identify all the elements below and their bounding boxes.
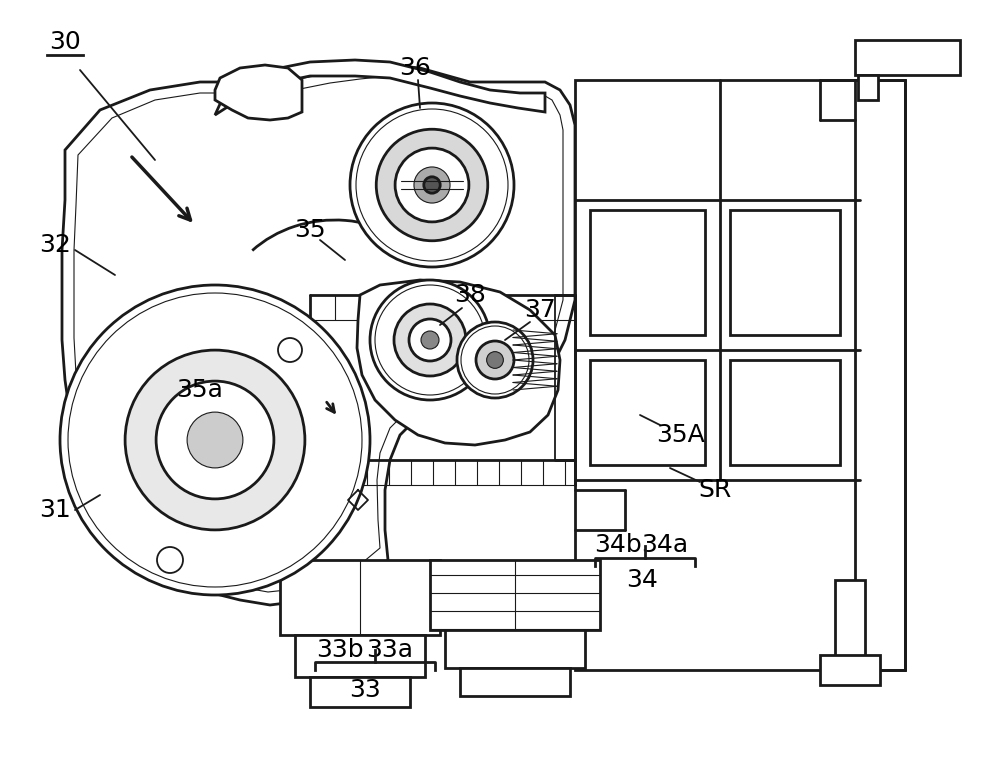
Text: 36: 36	[399, 56, 431, 80]
Circle shape	[376, 129, 488, 241]
Bar	[280, 560, 440, 635]
Text: 34b: 34b	[594, 533, 642, 557]
Circle shape	[156, 381, 274, 499]
Text: 33: 33	[349, 678, 381, 702]
Circle shape	[278, 338, 302, 362]
Circle shape	[457, 322, 533, 398]
Circle shape	[424, 177, 440, 193]
Circle shape	[125, 350, 305, 530]
Bar	[430, 560, 600, 630]
Bar	[820, 655, 880, 685]
Circle shape	[60, 285, 370, 595]
Circle shape	[421, 331, 439, 349]
Circle shape	[394, 304, 466, 376]
Text: 35A: 35A	[656, 423, 704, 447]
Circle shape	[409, 319, 451, 361]
Polygon shape	[215, 60, 545, 115]
Bar	[460, 668, 570, 696]
Text: 32: 32	[39, 233, 71, 257]
Bar	[835, 580, 865, 660]
Text: 34a: 34a	[641, 533, 689, 557]
Text: SR: SR	[698, 478, 732, 502]
Text: 30: 30	[49, 30, 81, 54]
Bar	[445, 630, 585, 668]
Bar	[730, 210, 840, 335]
Circle shape	[476, 341, 514, 379]
Bar	[310, 677, 410, 707]
Circle shape	[157, 547, 183, 573]
Circle shape	[395, 148, 469, 222]
Text: 33b: 33b	[316, 638, 364, 662]
Bar	[858, 75, 878, 100]
Circle shape	[350, 103, 514, 267]
Circle shape	[414, 167, 450, 203]
Bar	[855, 40, 960, 75]
Bar	[590, 360, 705, 465]
Polygon shape	[62, 65, 575, 605]
Text: 35a: 35a	[177, 378, 223, 402]
Circle shape	[187, 412, 243, 468]
Text: 38: 38	[454, 283, 486, 307]
Text: 34: 34	[626, 568, 658, 592]
Polygon shape	[215, 65, 302, 120]
Bar	[295, 635, 425, 677]
Circle shape	[487, 351, 503, 368]
Circle shape	[370, 280, 490, 400]
Text: 35: 35	[294, 218, 326, 242]
Text: 37: 37	[524, 298, 556, 322]
Polygon shape	[357, 280, 560, 445]
Text: 33a: 33a	[366, 638, 414, 662]
Bar	[855, 80, 905, 670]
Bar	[590, 210, 705, 335]
Bar	[730, 360, 840, 465]
Text: 31: 31	[39, 498, 71, 522]
Bar	[575, 80, 865, 670]
